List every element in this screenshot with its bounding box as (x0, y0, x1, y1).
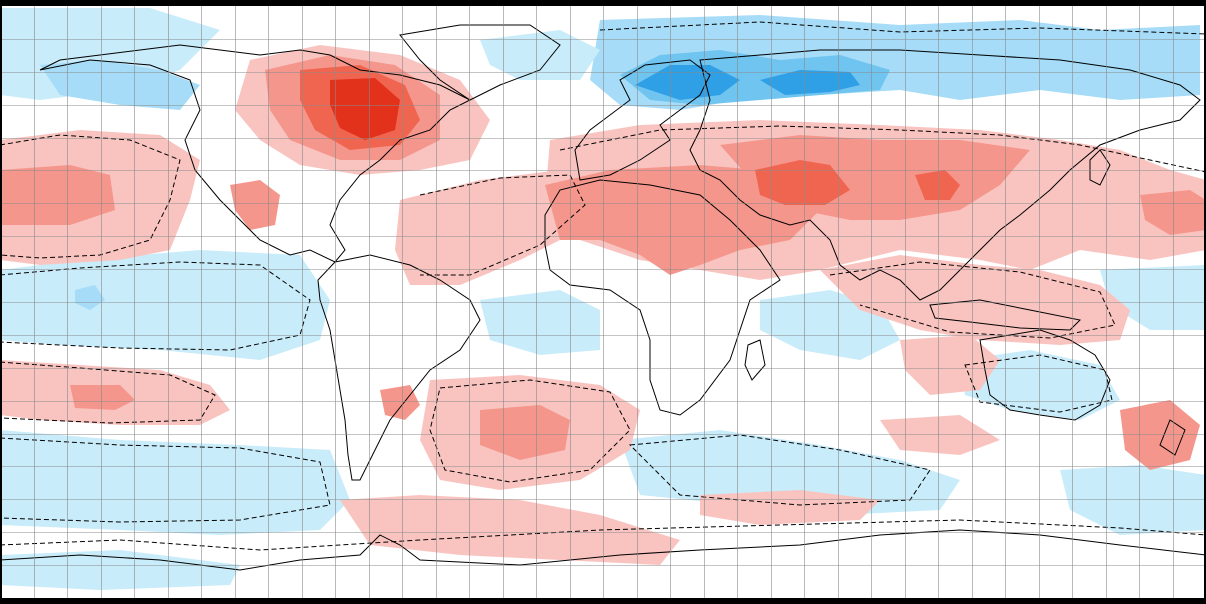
greenland-sea-cool (480, 30, 600, 80)
map-right-border (1204, 0, 1206, 604)
coastline-north-america (39, 44, 472, 263)
graticule-grid (0, 6, 1206, 598)
cool-anomaly-layer (0, 8, 1206, 590)
contour-layer (0, 21, 1206, 551)
siberia-cool-core (760, 70, 860, 95)
contour-south-pacific (0, 361, 216, 424)
warm-anomaly-layer (0, 45, 1206, 565)
new-zealand-warm (1120, 400, 1200, 470)
contour-north-pacific (0, 134, 181, 259)
contour-antarctic (0, 519, 1206, 551)
coastline-antarctica (0, 529, 1206, 571)
coastline-madagascar (744, 339, 766, 381)
australia-south-warm (900, 335, 1000, 395)
contour-maritime (829, 261, 1116, 339)
east-asia-warm (1140, 190, 1206, 235)
south-pacific-far-cool (1060, 465, 1206, 535)
south-pacific-warm-medium (70, 385, 135, 410)
coastline-japan (1089, 149, 1111, 186)
contour-east-pacific (0, 261, 311, 351)
coastline-new-zealand (1159, 419, 1186, 456)
coastline-layer (0, 24, 1206, 571)
central-asia-warm-strong (755, 160, 850, 205)
coastline-greenland (399, 24, 561, 101)
south-indian-warm (880, 415, 1000, 455)
contour-south-pacific-east (964, 354, 1113, 413)
north-pacific-warm-medium (0, 165, 115, 225)
southern-ocean-warm-east (700, 490, 880, 525)
atlantic-equatorial-cool (480, 290, 600, 355)
coastline-europe (574, 59, 711, 181)
north-africa-arabia-warm (545, 165, 820, 275)
antarctic-coast-cool (0, 550, 240, 590)
map-bottom-border (0, 598, 1206, 604)
coastline-africa (544, 179, 781, 416)
contour-south-indian (628, 434, 931, 506)
contour-arctic (599, 21, 1206, 35)
south-america-warm-spot (380, 385, 420, 420)
tibet-warm-strong (915, 170, 960, 200)
canada-hudson-warm-intense (330, 78, 400, 140)
south-atlantic-warm-core (480, 405, 570, 460)
southern-ocean-warm-band (340, 495, 680, 565)
contour-southern-ocean (0, 437, 331, 523)
coastline-indonesia (929, 299, 1082, 331)
map-left-border (0, 0, 2, 604)
scandinavia-cool-core (635, 65, 740, 100)
east-pacific-cool-region (0, 250, 330, 360)
contour-atlantic (419, 174, 586, 276)
south-indian-cool (620, 430, 960, 515)
contour-eurasia (559, 125, 1206, 173)
map-top-border (0, 0, 1206, 6)
coastline-south-america (317, 254, 481, 481)
mexico-warm-spot (230, 180, 280, 230)
southern-ocean-cool-region (0, 430, 350, 535)
east-pacific-cool-core (75, 285, 105, 310)
coastline-australia (979, 329, 1111, 421)
